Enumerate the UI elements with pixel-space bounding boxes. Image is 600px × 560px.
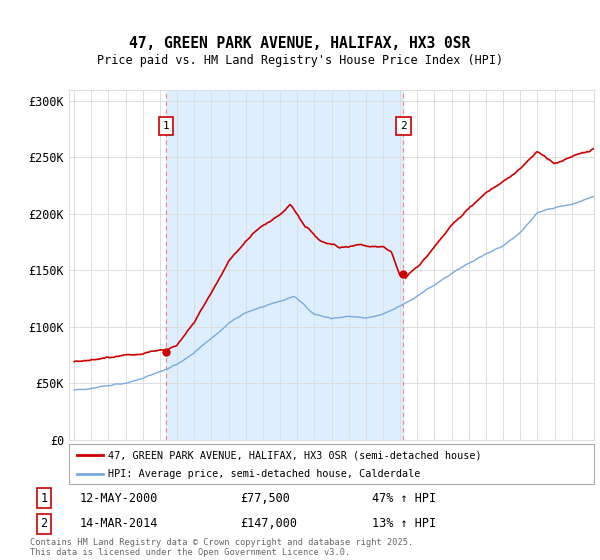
Text: Price paid vs. HM Land Registry's House Price Index (HPI): Price paid vs. HM Land Registry's House … [97,54,503,67]
Text: £147,000: £147,000 [240,517,297,530]
Text: £77,500: £77,500 [240,492,290,505]
Text: 47, GREEN PARK AVENUE, HALIFAX, HX3 0SR (semi-detached house): 47, GREEN PARK AVENUE, HALIFAX, HX3 0SR … [109,450,482,460]
Text: 1: 1 [163,121,169,130]
Text: 1: 1 [40,492,47,505]
Text: HPI: Average price, semi-detached house, Calderdale: HPI: Average price, semi-detached house,… [109,469,421,479]
Text: 2: 2 [400,121,407,130]
Text: 47% ↑ HPI: 47% ↑ HPI [372,492,436,505]
Text: 14-MAR-2014: 14-MAR-2014 [80,517,158,530]
Text: 2: 2 [40,517,47,530]
Text: 12-MAY-2000: 12-MAY-2000 [80,492,158,505]
Text: Contains HM Land Registry data © Crown copyright and database right 2025.
This d: Contains HM Land Registry data © Crown c… [30,538,413,557]
Text: 47, GREEN PARK AVENUE, HALIFAX, HX3 0SR: 47, GREEN PARK AVENUE, HALIFAX, HX3 0SR [130,36,470,51]
Text: 13% ↑ HPI: 13% ↑ HPI [372,517,436,530]
Bar [166,90,403,440]
